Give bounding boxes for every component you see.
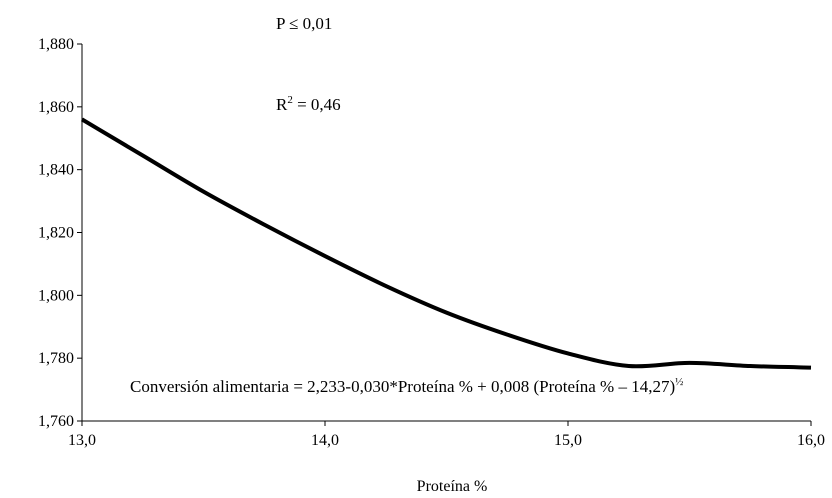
x-ticks: 13,0 14,0 15,0 16,0 xyxy=(68,421,825,449)
series-line xyxy=(80,117,812,370)
equation-text: Conversión alimentaria = 2,233-0,030*Pro… xyxy=(130,377,675,396)
series xyxy=(80,117,812,370)
equation-annotation: Conversión alimentaria = 2,233-0,030*Pro… xyxy=(130,376,683,396)
x-tick-label: 14,0 xyxy=(311,432,339,449)
r2-superscript: 2 xyxy=(287,94,293,106)
p-value-annotation: P ≤ 0,01 xyxy=(276,14,332,33)
y-tick-label: 1,780 xyxy=(38,350,74,367)
equation-superscript: ½ xyxy=(675,376,683,388)
y-ticks: 1,760 1,780 1,800 1,820 1,840 1,860 1,880 xyxy=(38,36,82,430)
x-axis-title: Proteína % xyxy=(417,478,488,495)
x-tick-label: 15,0 xyxy=(554,432,582,449)
x-tick-label: 13,0 xyxy=(68,432,96,449)
y-tick-label: 1,880 xyxy=(38,36,74,53)
r2-prefix: R xyxy=(276,95,288,114)
y-tick-label: 1,840 xyxy=(38,162,74,179)
r2-annotation: R2 = 0,46 xyxy=(276,94,341,114)
r2-value: = 0,46 xyxy=(293,95,341,114)
y-tick-label: 1,800 xyxy=(38,287,74,304)
y-tick-label: 1,760 xyxy=(38,413,74,430)
y-tick-label: 1,860 xyxy=(38,99,74,116)
x-tick-label: 16,0 xyxy=(797,432,825,449)
y-tick-label: 1,820 xyxy=(38,225,74,242)
